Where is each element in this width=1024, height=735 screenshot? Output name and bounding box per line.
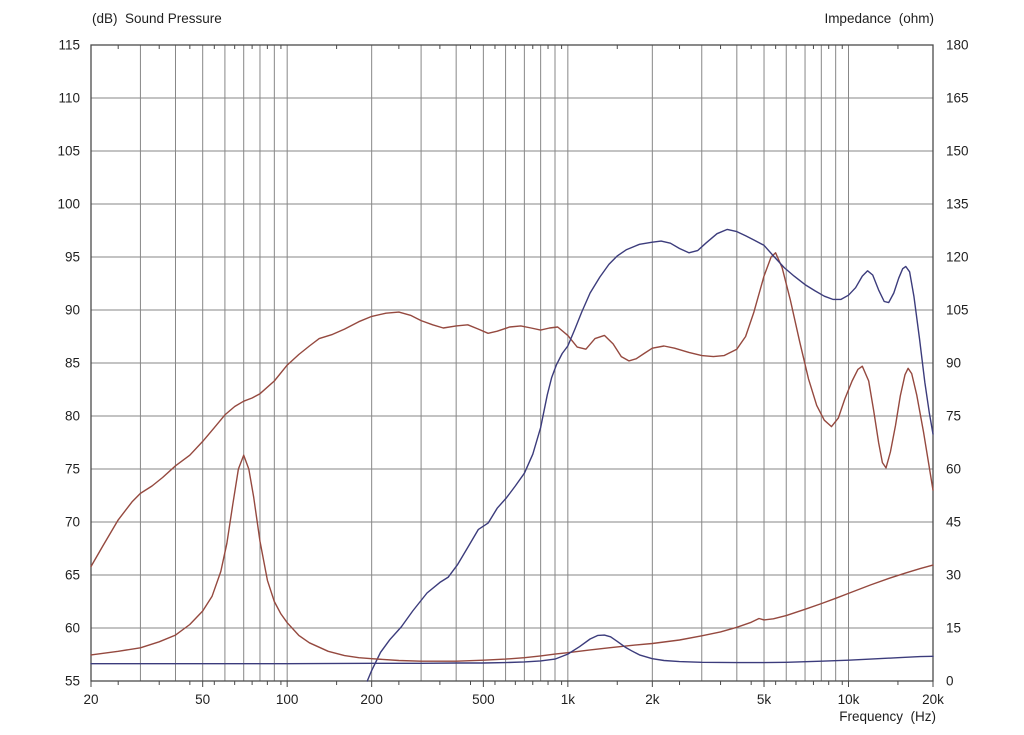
y-left-tick-label: 80: [65, 409, 80, 424]
y-left-tick-label: 95: [65, 250, 80, 265]
y-left-tick-label: 100: [57, 197, 80, 212]
x-tick-label: 100: [276, 692, 299, 707]
curve-impedance-horn: [90, 634, 934, 665]
y-right-tick-label: 15: [946, 621, 961, 636]
curve-sound-pressure-horn: [366, 228, 934, 682]
y-right-tick-label: 150: [946, 144, 969, 159]
y-left-tick-label: 75: [65, 462, 80, 477]
y-right-tick-label: 60: [946, 462, 961, 477]
y-left-tick-label: 115: [58, 38, 80, 53]
x-tick-label: 20k: [922, 692, 944, 707]
x-tick-label: 200: [360, 692, 383, 707]
x-tick-label: 500: [472, 692, 495, 707]
y-right-tick-label: 45: [946, 515, 961, 530]
y-right-tick-label: 165: [946, 91, 969, 106]
y-left-tick-label: 70: [65, 515, 80, 530]
x-tick-label: 2k: [645, 692, 660, 707]
spl-axis-title: (dB) Sound Pressure: [92, 11, 222, 26]
y-right-tick-label: 135: [946, 197, 969, 212]
x-tick-label: 5k: [757, 692, 772, 707]
y-right-tick-label: 75: [946, 409, 961, 424]
y-left-tick-label: 105: [57, 144, 80, 159]
y-right-tick-label: 90: [946, 356, 961, 371]
y-left-tick-label: 65: [65, 568, 80, 583]
x-tick-label: 1k: [561, 692, 576, 707]
frequency-axis-title: Frequency (Hz): [839, 709, 936, 724]
y-left-tick-label: 90: [65, 303, 80, 318]
curve-sound-pressure-woofer: [90, 252, 934, 568]
x-tick-label: 50: [195, 692, 210, 707]
y-right-tick-label: 30: [946, 568, 961, 583]
y-right-tick-label: 120: [946, 250, 969, 265]
curve-impedance-woofer: [90, 454, 934, 662]
impedance-axis-title: Impedance (ohm): [824, 11, 934, 26]
x-tick-label: 20: [83, 692, 98, 707]
y-right-tick-label: 105: [946, 303, 969, 318]
y-left-tick-label: 60: [65, 621, 80, 636]
y-left-tick-label: 55: [65, 674, 80, 689]
y-left-tick-label: 110: [58, 91, 80, 106]
x-tick-label: 10k: [838, 692, 860, 707]
plot-border: [90, 44, 934, 682]
y-right-tick-label: 0: [946, 674, 954, 689]
y-left-tick-label: 85: [65, 356, 80, 371]
y-right-tick-label: 180: [946, 38, 969, 53]
